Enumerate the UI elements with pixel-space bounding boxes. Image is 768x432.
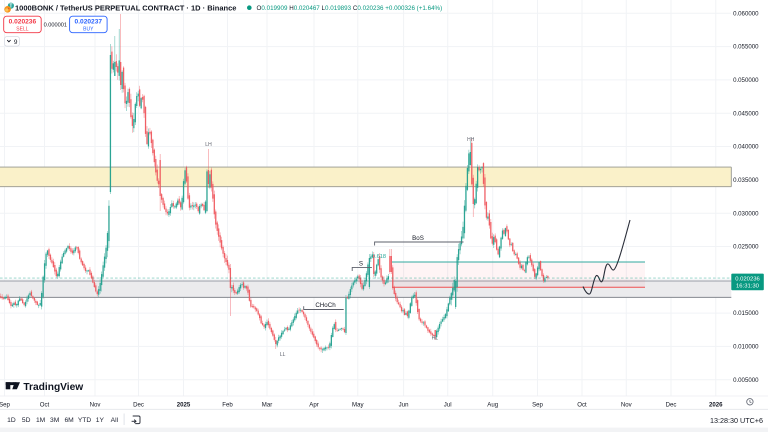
svg-text:HH: HH [467,137,475,143]
svg-text:TradingView: TradingView [23,382,83,393]
svg-text:O0.019909 H0.020467 L0.019893: O0.019909 H0.020467 L0.019893 C0.020236 … [257,5,443,12]
svg-text:0.030000: 0.030000 [733,210,759,217]
svg-text:0.025000: 0.025000 [733,244,759,251]
svg-text:0.020237: 0.020237 [75,19,103,26]
svg-text:LL: LL [280,352,286,358]
svg-text:May: May [352,401,364,408]
svg-text:Mar: Mar [262,401,273,408]
svg-text:All: All [111,417,119,424]
svg-text:16:31:30: 16:31:30 [736,284,760,290]
svg-text:0.040000: 0.040000 [733,144,759,151]
svg-text:CHoCh: CHoCh [315,302,336,309]
svg-text:0.060000: 0.060000 [733,10,759,17]
svg-text:1D: 1D [7,417,16,424]
svg-text:Dec: Dec [133,401,144,408]
svg-text:Sep: Sep [532,401,543,408]
svg-text:YTD: YTD [78,417,92,424]
svg-text:Dec: Dec [666,401,677,408]
svg-text:BoS: BoS [412,235,424,242]
svg-text:1M: 1M [36,417,46,424]
svg-text:Nov: Nov [90,401,102,408]
svg-text:0.050000: 0.050000 [733,77,759,84]
svg-text:0.005000: 0.005000 [733,377,759,384]
svg-text:Jul: Jul [444,401,452,408]
svg-text:Feb: Feb [222,401,233,408]
svg-text:Sep: Sep [0,401,11,408]
svg-text:5D: 5D [22,417,31,424]
svg-text:0.020236: 0.020236 [9,19,37,26]
svg-text:Jun: Jun [399,401,409,408]
svg-text:0.055000: 0.055000 [733,44,759,51]
svg-text:SELL: SELL [16,27,28,33]
svg-text:Oct: Oct [40,401,50,408]
svg-text:S: S [359,260,363,267]
svg-text:0.015000: 0.015000 [733,310,759,317]
svg-text:0.045000: 0.045000 [733,110,759,117]
svg-text:Aug: Aug [487,401,498,408]
svg-text:2025: 2025 [177,401,191,408]
svg-text:LH: LH [205,142,212,148]
svg-text:1Y: 1Y [96,417,105,424]
svg-text:1000BONK / TetherUS PERPETUAL: 1000BONK / TetherUS PERPETUAL CONTRACT ·… [15,3,236,12]
svg-text:0.010000: 0.010000 [733,344,759,351]
svg-text:HL: HL [432,335,439,341]
svg-text:13:28:30 UTC+6: 13:28:30 UTC+6 [710,416,763,425]
svg-text:0.000001: 0.000001 [44,22,67,28]
svg-text:0.020236: 0.020236 [735,276,760,282]
svg-text:3M: 3M [50,417,60,424]
svg-text:6M: 6M [64,417,74,424]
svg-text:Oct: Oct [577,401,587,408]
svg-text:T: T [9,4,12,10]
svg-text:Apr: Apr [309,401,318,408]
svg-text:0.618: 0.618 [372,254,386,260]
svg-text:BUY: BUY [83,27,94,33]
svg-text:0.035000: 0.035000 [733,177,759,184]
svg-text:2026: 2026 [709,401,723,408]
svg-text:9: 9 [14,39,18,46]
svg-text:Nov: Nov [621,401,633,408]
